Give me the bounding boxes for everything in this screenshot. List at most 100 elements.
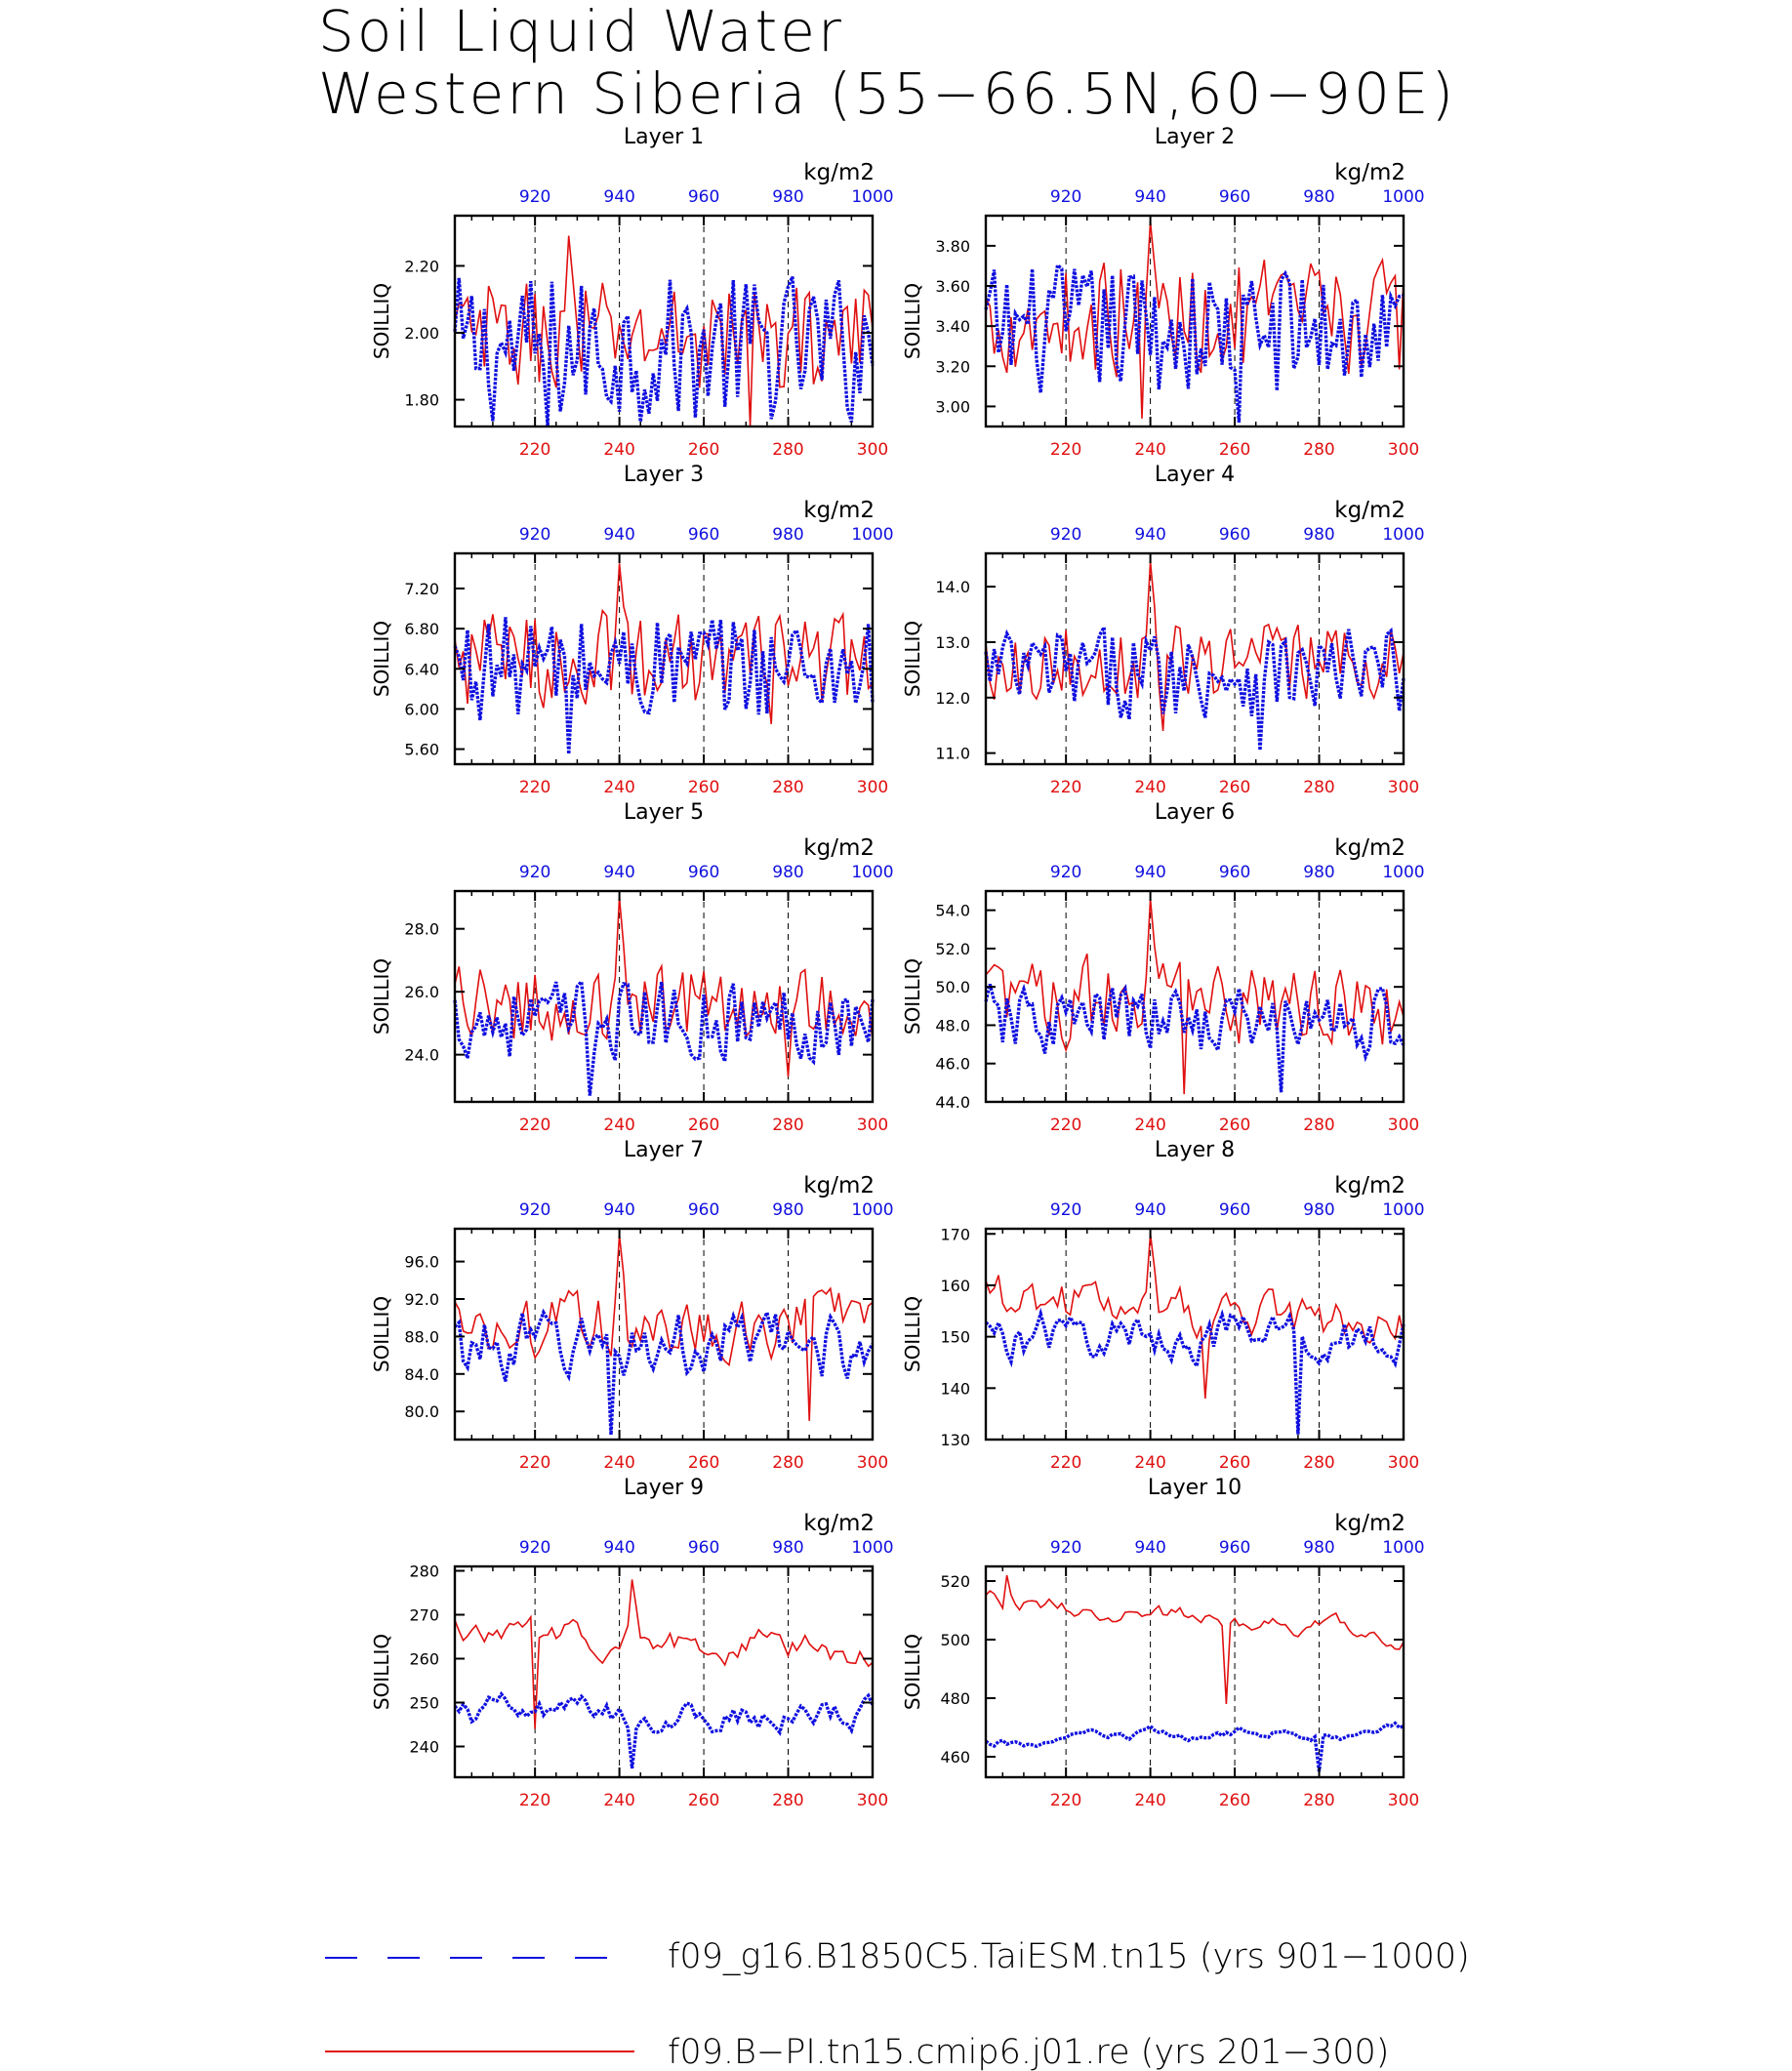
- y-axis-label: SOILLIQ: [901, 1634, 924, 1710]
- top-tick-label: 960: [1219, 187, 1250, 207]
- x-tick-label: 300: [1388, 778, 1419, 797]
- top-tick-label: 960: [688, 525, 719, 545]
- y-tick-label: 500: [940, 1631, 970, 1649]
- x-tick-label: 240: [1134, 1791, 1165, 1810]
- top-tick-label: 1000: [1382, 187, 1424, 207]
- x-tick-label: 280: [1303, 1116, 1334, 1135]
- y-tick-label: 520: [940, 1572, 970, 1591]
- x-tick-label: 240: [1134, 778, 1165, 797]
- top-tick-label: 1000: [1382, 525, 1424, 545]
- x-tick-label: 300: [857, 440, 888, 460]
- series-line-cmip6: [454, 897, 874, 1077]
- top-tick-label: 980: [1303, 525, 1334, 545]
- y-tick-label: 14.0: [935, 578, 970, 596]
- x-tick-label: 260: [688, 1453, 719, 1473]
- series-line-cmip6: [985, 1574, 1405, 1705]
- x-tick-label: 300: [1388, 440, 1419, 460]
- series-line-cmip6: [985, 898, 1405, 1095]
- series-line-taiesm: [984, 262, 1405, 424]
- x-tick-label: 260: [688, 1116, 719, 1135]
- units-label: kg/m2: [803, 498, 875, 523]
- top-tick-label: 920: [519, 187, 550, 207]
- panel-frame: [984, 551, 1405, 766]
- legend: f09_g16.B1850C5.TaiESM.tn15 (yrs 901−100…: [325, 1937, 1470, 2071]
- x-tick-label: 240: [603, 1791, 634, 1810]
- top-tick-label: 960: [688, 1200, 719, 1220]
- top-tick-label: 920: [1050, 1200, 1081, 1220]
- x-tick-label: 280: [1303, 1453, 1334, 1473]
- y-tick-label: 270: [409, 1606, 439, 1625]
- units-label: kg/m2: [803, 160, 875, 185]
- units-label: kg/m2: [1334, 160, 1405, 185]
- series-line-taiesm: [453, 977, 875, 1096]
- units-label: kg/m2: [1334, 1511, 1405, 1536]
- y-axis-label: SOILLIQ: [901, 283, 924, 359]
- top-tick-label: 920: [1050, 863, 1081, 882]
- top-tick-label: 940: [1134, 187, 1165, 207]
- top-tick-label: 980: [772, 1538, 803, 1558]
- x-tick-label: 260: [1219, 1116, 1250, 1135]
- x-tick-label: 240: [603, 440, 634, 460]
- panel-frame: [984, 214, 1405, 428]
- y-tick-label: 240: [409, 1738, 439, 1757]
- panel-title: Layer 2: [1155, 125, 1235, 149]
- panel-3: Layer 3 kg/m2 220 240 260 280 300 920 940 960 980 1…: [370, 463, 894, 797]
- top-tick-label: 980: [772, 863, 803, 882]
- y-axis-label: SOILLIQ: [370, 1296, 393, 1372]
- panel-title: Layer 8: [1155, 1138, 1235, 1162]
- panel-5: Layer 5 kg/m2 220 240 260 280 300 920 940 960 980 1…: [370, 800, 894, 1135]
- panel-frame: [453, 214, 875, 428]
- top-tick-label: 960: [688, 1538, 719, 1558]
- panel-7: Layer 7 kg/m2 220 240 260 280 300 920 940 960 980 1…: [370, 1138, 894, 1473]
- y-tick-label: 260: [409, 1650, 439, 1669]
- y-tick-label: 3.00: [935, 397, 970, 416]
- panel-frame: [453, 889, 875, 1104]
- figure-title-line-1: Soil Liquid Water: [318, 0, 844, 64]
- y-tick-label: 96.0: [404, 1253, 439, 1272]
- y-axis-label: SOILLIQ: [370, 958, 393, 1035]
- y-tick-label: 48.0: [935, 1016, 970, 1035]
- top-tick-label: 980: [772, 1200, 803, 1220]
- y-axis-label: SOILLIQ: [370, 283, 393, 359]
- panel-title: Layer 3: [624, 463, 704, 487]
- x-tick-label: 260: [1219, 1453, 1250, 1473]
- x-tick-label: 220: [519, 1791, 550, 1810]
- y-axis-label: SOILLIQ: [370, 1634, 393, 1710]
- x-tick-label: 280: [772, 1453, 803, 1473]
- y-tick-label: 130: [940, 1431, 970, 1449]
- y-tick-label: 480: [940, 1689, 970, 1708]
- x-tick-label: 220: [519, 778, 550, 797]
- x-tick-label: 240: [1134, 1116, 1165, 1135]
- x-tick-label: 220: [1050, 1116, 1081, 1135]
- y-tick-label: 11.0: [935, 745, 970, 763]
- top-tick-label: 920: [1050, 525, 1081, 545]
- panel-frame: [453, 1227, 875, 1442]
- top-tick-label: 940: [1134, 1200, 1165, 1220]
- units-label: kg/m2: [1334, 498, 1405, 523]
- y-tick-label: 6.40: [404, 660, 439, 678]
- panel-frame: [453, 1564, 875, 1779]
- x-tick-label: 240: [603, 778, 634, 797]
- legend-label-taiesm: f09_g16.B1850C5.TaiESM.tn15 (yrs 901−100…: [668, 1937, 1470, 1976]
- x-tick-label: 260: [1219, 440, 1250, 460]
- y-tick-label: 52.0: [935, 940, 970, 958]
- y-tick-label: 46.0: [935, 1055, 970, 1074]
- series-line-cmip6: [985, 561, 1405, 731]
- y-tick-label: 6.80: [404, 620, 439, 638]
- panel-1: Layer 1 kg/m2 220 240 260 280 300 920 940 960 980 1…: [370, 125, 894, 460]
- x-tick-label: 300: [1388, 1453, 1419, 1473]
- y-tick-label: 24.0: [404, 1046, 439, 1065]
- top-tick-label: 940: [1134, 863, 1165, 882]
- top-tick-label: 920: [1050, 187, 1081, 207]
- x-tick-label: 240: [1134, 1453, 1165, 1473]
- series-line-taiesm: [453, 275, 875, 427]
- panel-9: Layer 9 kg/m2 220 240 260 280 300 920 940 960 980 1…: [370, 1476, 894, 1810]
- legend-label-cmip6: f09.B−PI.tn15.cmip6.j01.re (yrs 201−300): [668, 2033, 1389, 2071]
- x-tick-label: 300: [857, 1453, 888, 1473]
- x-tick-label: 220: [1050, 440, 1081, 460]
- y-tick-label: 460: [940, 1748, 970, 1766]
- x-tick-label: 280: [772, 440, 803, 460]
- panel-10: Layer 10 kg/m2 220 240 260 280 300 920 940 960 980…: [901, 1476, 1425, 1810]
- y-tick-label: 170: [940, 1225, 970, 1243]
